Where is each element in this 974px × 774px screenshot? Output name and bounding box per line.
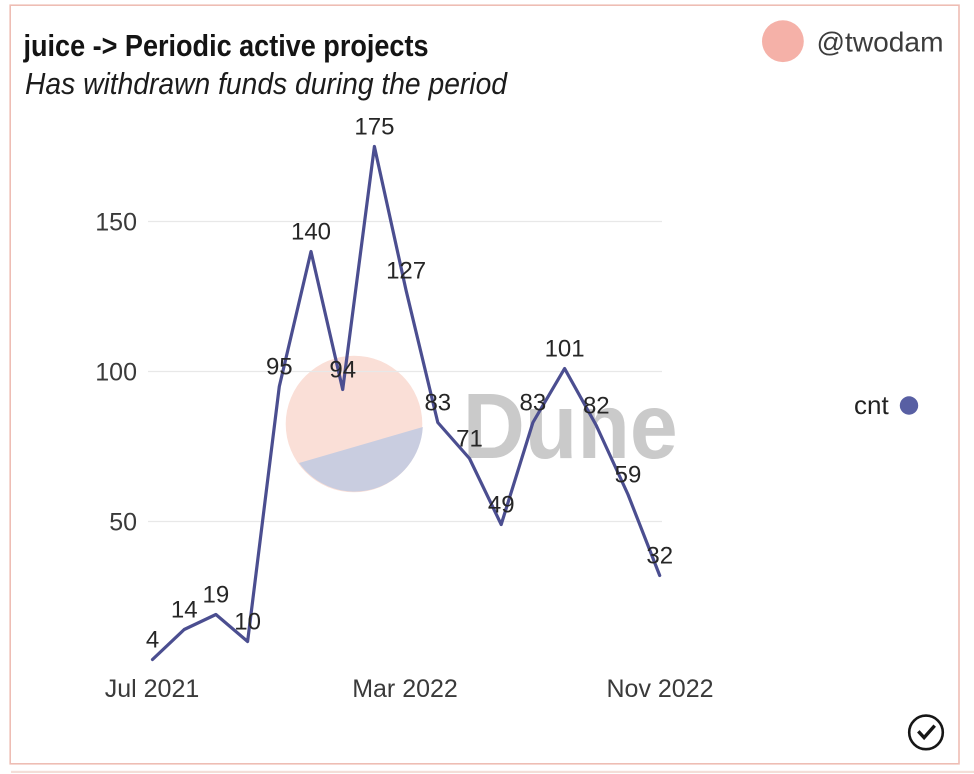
svg-text:juice -> Periodic active proje: juice -> Periodic active projects (23, 28, 429, 63)
svg-text:95: 95 (266, 354, 293, 381)
svg-text:Has withdrawn funds during the: Has withdrawn funds during the period (25, 66, 509, 101)
svg-text:32: 32 (646, 543, 673, 570)
svg-text:100: 100 (95, 359, 137, 387)
svg-text:83: 83 (424, 390, 451, 417)
svg-text:59: 59 (615, 462, 642, 489)
svg-text:19: 19 (203, 582, 230, 609)
svg-text:150: 150 (95, 209, 137, 237)
svg-text:82: 82 (583, 393, 610, 420)
svg-text:14: 14 (171, 597, 198, 624)
svg-text:Jul 2021: Jul 2021 (105, 675, 200, 703)
svg-text:94: 94 (329, 357, 356, 384)
svg-text:@twodam: @twodam (817, 27, 944, 58)
svg-text:cnt: cnt (854, 390, 889, 420)
svg-text:10: 10 (234, 609, 261, 636)
svg-text:175: 175 (354, 114, 394, 141)
svg-text:83: 83 (520, 390, 547, 417)
svg-text:49: 49 (488, 492, 515, 519)
svg-text:Nov 2022: Nov 2022 (606, 675, 713, 703)
svg-text:Dune: Dune (463, 374, 678, 478)
svg-text:101: 101 (545, 336, 585, 363)
svg-text:71: 71 (456, 426, 483, 453)
svg-text:50: 50 (109, 509, 137, 537)
svg-text:140: 140 (291, 219, 331, 246)
svg-text:Mar 2022: Mar 2022 (352, 675, 458, 703)
svg-text:4: 4 (146, 627, 159, 654)
svg-text:127: 127 (386, 258, 426, 285)
